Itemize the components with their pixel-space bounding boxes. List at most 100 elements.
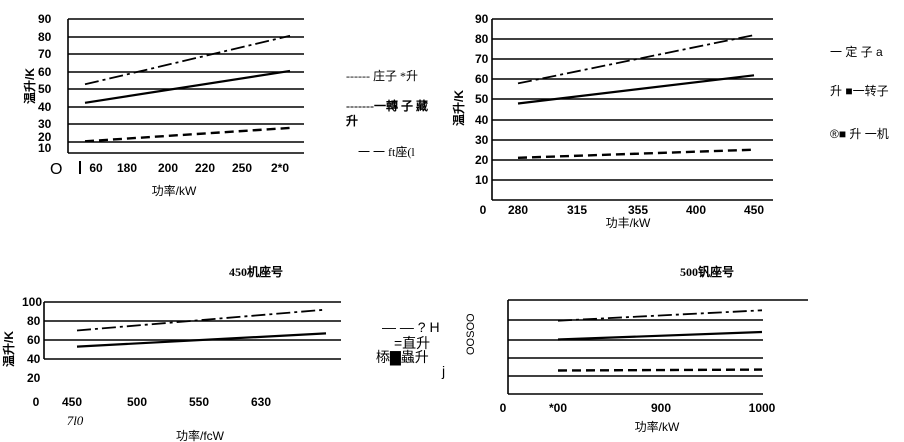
chart-2-x-tick: 355	[628, 203, 648, 217]
chart-3-legend-entry: — — ? H	[382, 319, 440, 335]
chart-2-gridlines	[492, 18, 773, 201]
chart-4-series-line-3	[557, 368, 763, 372]
chart-1-series-line-1	[84, 34, 291, 86]
chart-2-x-tick: 315	[567, 203, 587, 217]
chart-3-x-extra: 7l0	[67, 413, 84, 428]
chart-1-y-tick: 30	[38, 117, 52, 131]
chart-4-x-tick: *00	[549, 401, 567, 415]
chart-3-series-line-2	[76, 332, 327, 348]
chart-4-series-line-2	[557, 330, 763, 341]
chart-2-x-tick: 450	[744, 203, 764, 217]
chart-4-x-tick: 900	[651, 401, 671, 415]
chart-3-series-line-1	[76, 308, 327, 332]
chart-1-x-tick: 220	[195, 161, 215, 175]
chart-2-y-tick: 20	[475, 153, 489, 167]
chart-2-series-line-2	[517, 74, 755, 105]
chart-1-x-tick: 60	[89, 161, 103, 175]
chart-1-y-tick: 90	[38, 12, 52, 26]
chart-2-y-tick: 50	[475, 92, 489, 106]
chart-4: OOSOO 0 *00 900 1000 功率/kW	[465, 299, 808, 434]
chart-3-y-tick: 40	[27, 352, 41, 366]
chart-2-origin: 0	[480, 203, 487, 217]
chart-4-gridlines	[508, 299, 808, 395]
chart-3-legend-entry: =直升	[394, 335, 430, 351]
chart-3-y-ticks: 100 80 60 40 20	[22, 295, 42, 385]
chart-2-series-line-3	[517, 148, 755, 159]
chart-3-series-lines	[76, 308, 327, 348]
chart-2-y-tick: 60	[475, 72, 489, 86]
chart-3-y-tick: 100	[22, 295, 42, 309]
chart-1-legend-entry: -------一轉 子 藏	[346, 98, 428, 113]
chart-2-legend: 一 定 子 a 升 ■一转子 ®■ 升 一机	[830, 44, 889, 141]
chart-1-x-tick: 180	[117, 161, 137, 175]
chart-3-y-tick: 60	[27, 333, 41, 347]
chart-1-series-line-3	[84, 126, 291, 143]
chart-1-y-tick: 40	[38, 100, 52, 114]
chart-1-y-tick: 80	[38, 30, 52, 44]
chart-3-legend: — — ? H =直升 㮇▇蟲升 j	[376, 319, 445, 379]
chart-2-y-tick: 40	[475, 113, 489, 127]
chart-1-xlabel: 功率/kW	[152, 183, 197, 198]
chart-1-series-line-2	[84, 69, 291, 104]
chart-4-y-label-text: OOSOO	[465, 313, 477, 355]
chart-3-y-tick: 20	[27, 371, 41, 385]
chart-3-x-tick: 630	[251, 395, 271, 409]
chart-4-series-line-1	[557, 309, 763, 322]
chart-2-y-tick: 10	[475, 173, 489, 187]
chart-1-series-lines	[84, 34, 291, 143]
chart-2-y-tick: 30	[475, 133, 489, 147]
chart-2-y-ticks: 90 80 70 60 50 40 30 20 10	[475, 12, 489, 187]
chart-1-y-tick: 10	[38, 141, 52, 155]
chart-3-x-tick: 450	[62, 395, 82, 409]
chart-1-legend-entry: ------ 庄子 *升	[346, 68, 418, 83]
chart-3-legend-entry: 㮇▇蟲升	[376, 349, 429, 366]
chart-1-legend-entry: 升	[346, 113, 358, 128]
chart-1-legend-entry: 一 一 ft座(l	[358, 144, 415, 159]
chart-2-x-tick: 400	[686, 203, 706, 217]
chart-2-y-tick: 90	[475, 12, 489, 26]
chart-1: 90 80 70 60 50 40 30 20 10 温升/K O 60 180…	[22, 12, 304, 198]
chart-1-x-tick: 2*0	[271, 161, 289, 175]
chart-3-x-tick: 550	[189, 395, 209, 409]
chart-2-legend-entry: ®■ 升 一机	[830, 127, 889, 141]
chart-2: 90 80 70 60 50 40 30 20 10 温升/K 0 280 31…	[451, 12, 773, 230]
chart-4-series-lines	[557, 309, 763, 372]
chart-2-x-ticks: 0 280 315 355 400 450	[480, 203, 765, 217]
chart-3-y-tick: 80	[27, 314, 41, 328]
chart-4-x-tick: 1000	[749, 401, 776, 415]
chart-3-origin: 0	[33, 395, 40, 409]
chart-2-legend-entry: 升 ■一转子	[830, 83, 889, 98]
chart-1-y-tick: 70	[38, 47, 52, 61]
chart-1-legend: ------ 庄子 *升 -------一轉 子 藏 升 一 一 ft座(l	[346, 68, 428, 159]
chart-1-x-tick: 250	[232, 161, 252, 175]
chart-3-gridlines	[44, 301, 341, 360]
chart-1-ylabel: 温升/K	[22, 68, 37, 104]
chart-2-y-tick: 80	[475, 32, 489, 46]
chart-3-legend-entry: j	[441, 363, 445, 379]
chart-2-legend-entry: 一 定 子 a	[830, 44, 883, 59]
chart-2-ylabel: 温升/K	[451, 90, 466, 126]
chart-1-x-ticks: 60 180 200 220 250 2*0	[89, 161, 289, 175]
chart-4-x-ticks: 0 *00 900 1000	[500, 401, 776, 415]
chart-1-y-tick: 20	[38, 130, 52, 144]
chart-3-x-ticks: 0 450 500 550 630	[33, 395, 272, 409]
chart-3-title: 450机座号	[229, 264, 283, 279]
chart-3-xlabel: 功率/fcW	[176, 428, 225, 442]
chart-3-x-tick: 500	[127, 395, 147, 409]
chart-1-y-tick: 60	[38, 65, 52, 79]
chart-1-y-tick: 50	[38, 82, 52, 96]
chart-2-series-lines	[517, 34, 755, 159]
chart-1-y-ticks: 90 80 70 60 50 40 30 20 10	[38, 12, 52, 155]
chart-1-origin: O	[50, 161, 62, 178]
chart-1-gridlines	[68, 18, 304, 154]
chart-2-y-tick: 70	[475, 52, 489, 66]
chart-2-xlabel: 功丰/kW	[606, 216, 651, 230]
chart-4-origin: 0	[500, 401, 507, 415]
chart-4-title: 500钒座号	[680, 264, 734, 279]
chart-1-x-tick: 200	[158, 161, 178, 175]
chart-2-series-line-1	[517, 34, 755, 85]
chart-3-ylabel: 温升/K	[1, 331, 16, 367]
chart-4-xlabel: 功率/kW	[635, 419, 680, 434]
chart-2-x-tick: 280	[508, 203, 528, 217]
